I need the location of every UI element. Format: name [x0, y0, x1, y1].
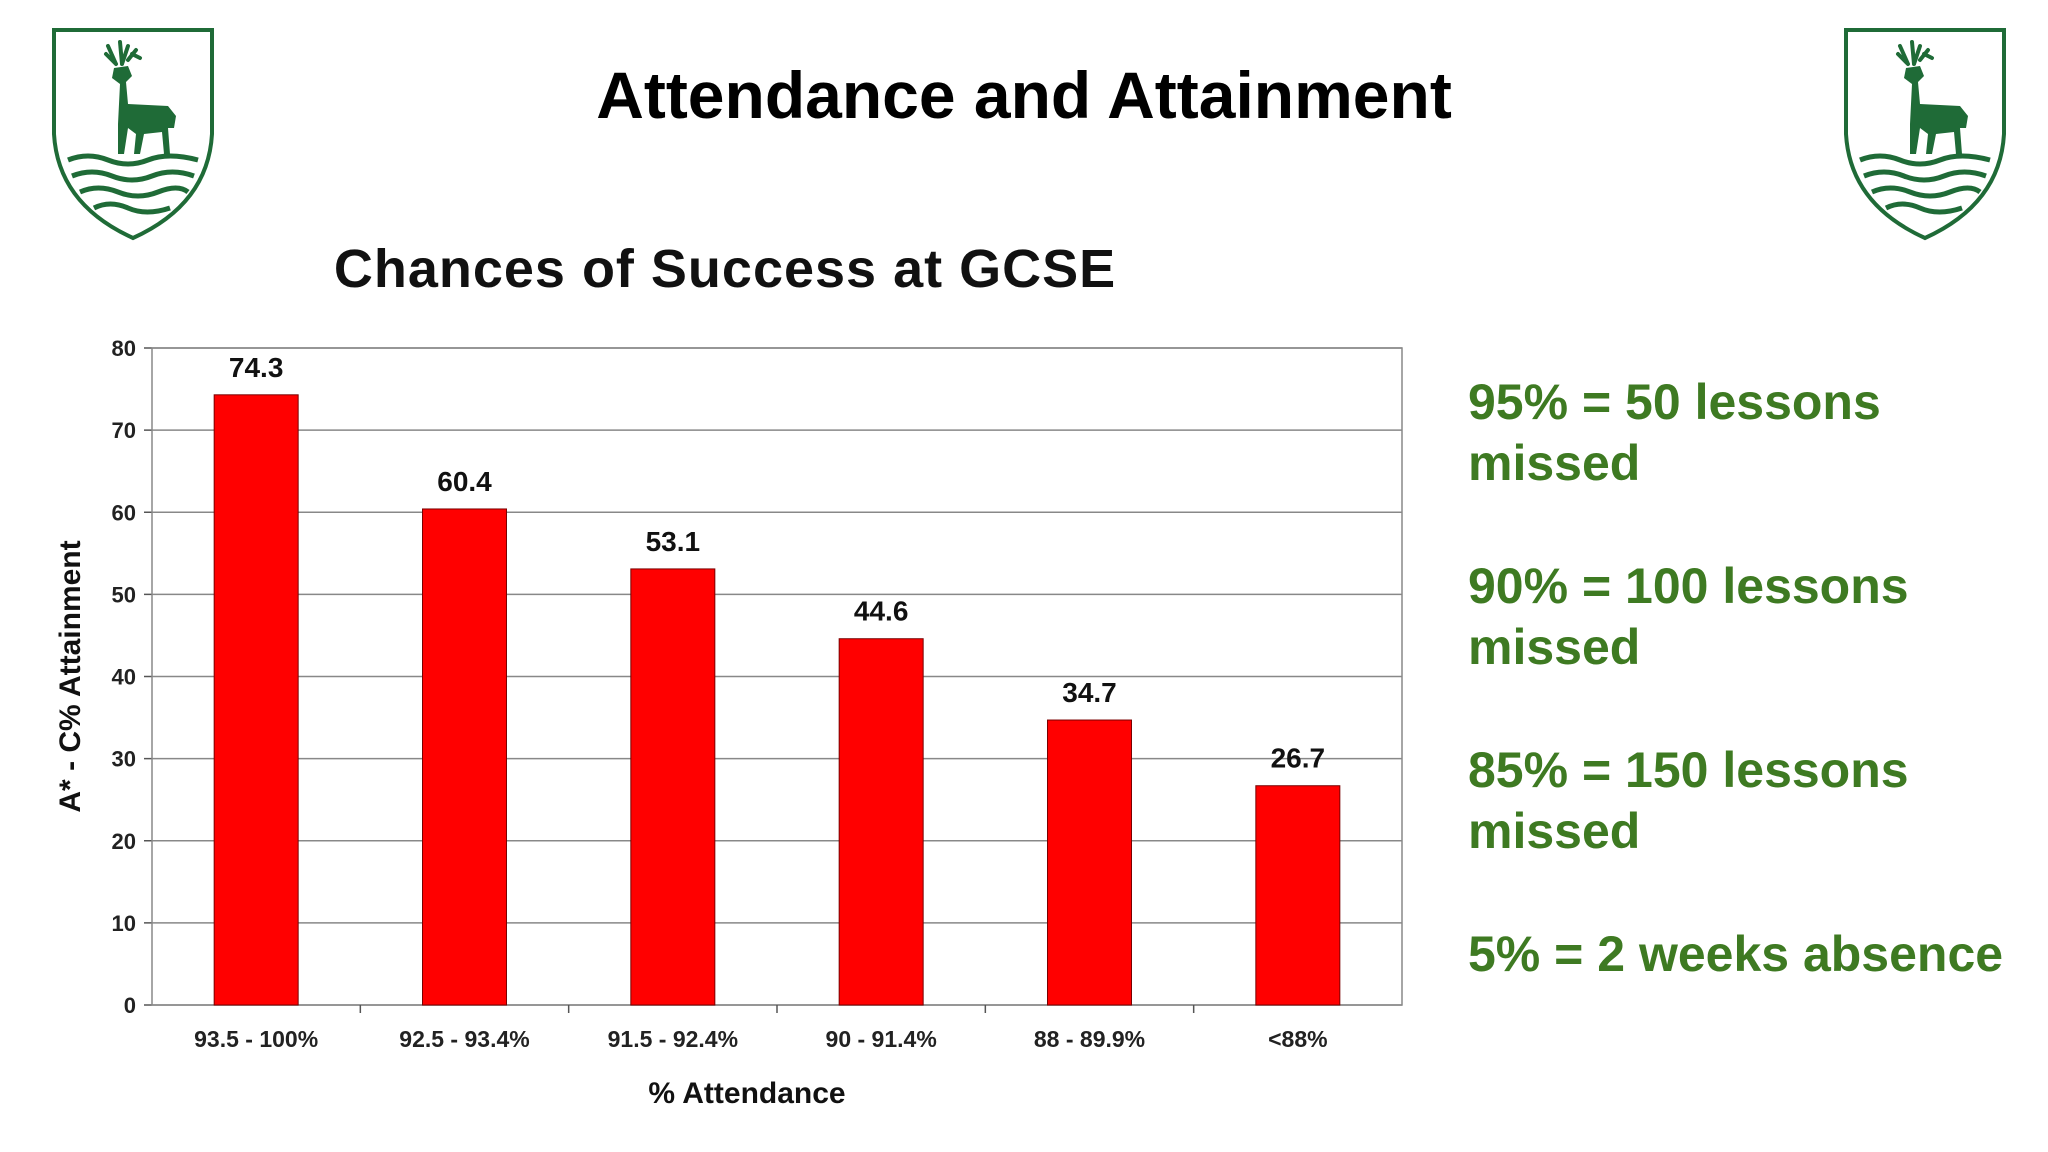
x-tick-label: 93.5 - 100% — [194, 1026, 318, 1052]
y-axis-label: A* - C% Attainment — [54, 540, 87, 812]
note-90-percent: 90% = 100 lessons missed — [1468, 558, 1909, 675]
data-label: 74.3 — [229, 352, 284, 383]
y-tick-label: 50 — [112, 582, 136, 607]
bar — [1255, 785, 1341, 1006]
data-label: 26.7 — [1271, 743, 1326, 774]
x-tick-label: 92.5 - 93.4% — [399, 1026, 529, 1052]
y-tick-label: 0 — [124, 993, 136, 1018]
bar-chart: 0 10 20 30 40 50 60 70 80 74.3 93.5 - 100% 60.4 92.5… — [54, 336, 1403, 1110]
stag-crest-icon — [52, 28, 214, 241]
note-95-percent: 95% = 50 lessons missed — [1468, 374, 1881, 491]
data-label: 34.7 — [1062, 677, 1117, 708]
x-tick-label: 88 - 89.9% — [1034, 1026, 1145, 1052]
y-tick-label: 20 — [112, 829, 136, 854]
x-tick-label: 91.5 - 92.4% — [608, 1026, 738, 1052]
attendance-notes: 95% = 50 lessons missed 90% = 100 lesson… — [1468, 372, 2028, 1047]
bar — [1047, 719, 1132, 1006]
bar — [838, 638, 924, 1006]
bar — [422, 508, 507, 1006]
note-5-percent: 5% = 2 weeks absence — [1468, 926, 2004, 982]
y-tick-label: 60 — [112, 500, 136, 525]
data-label: 60.4 — [437, 466, 492, 497]
slide-title: Attendance and Attainment — [596, 58, 1452, 132]
y-tick-label: 10 — [112, 911, 136, 936]
bar — [213, 394, 299, 1006]
x-axis-label: % Attendance — [648, 1077, 845, 1110]
x-tick-label: 90 - 91.4% — [826, 1026, 937, 1052]
note-85-percent: 85% = 150 lessons missed — [1468, 742, 1909, 859]
stag-crest-icon — [1844, 28, 2006, 241]
chart-title: Chances of Success at GCSE — [333, 239, 1117, 299]
x-tick-label: <88% — [1268, 1026, 1327, 1052]
bar — [630, 568, 716, 1006]
y-tick-label: 30 — [112, 747, 136, 772]
data-label: 53.1 — [646, 526, 701, 557]
y-tick-label: 80 — [112, 336, 136, 361]
data-label: 44.6 — [854, 596, 909, 627]
y-tick-label: 40 — [112, 665, 136, 690]
y-tick-label: 70 — [112, 418, 136, 443]
